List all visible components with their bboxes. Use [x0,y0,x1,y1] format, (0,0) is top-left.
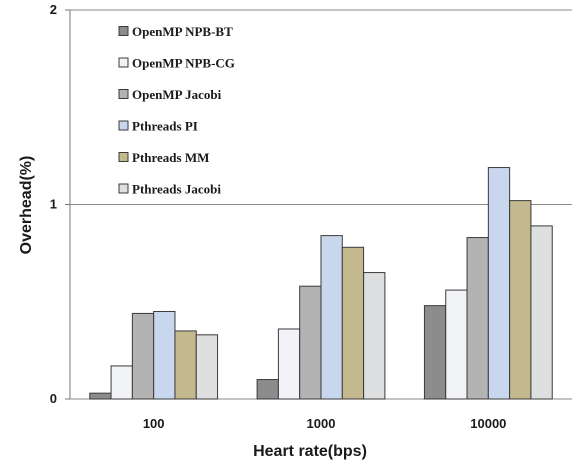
x-tick-label-10000: 10000 [470,416,506,431]
bar-openmp-npb-cg-100 [110,365,133,400]
bar-pthreads-mm-100 [174,330,197,400]
legend-label-pthreads-jacobi: Pthreads Jacobi [132,182,221,197]
legend-label-openmp-jacobi: OpenMP Jacobi [132,87,222,102]
legend-label-pthreads-pi: Pthreads PI [132,119,198,134]
bar-openmp-jacobi-1000 [299,285,322,400]
bar-openmp-npb-bt-100 [89,392,112,400]
bar-pthreads-pi-10000 [487,167,511,400]
bar-pthreads-jacobi-1000 [363,272,386,400]
legend-swatch-openmp-npb-bt [118,26,129,36]
x-axis-title: Heart rate(bps) [253,443,367,460]
bar-openmp-jacobi-10000 [466,237,489,400]
legend-label-openmp-npb-cg: OpenMP NPB-CG [132,56,235,71]
y-tick-label-0: 0 [50,391,57,406]
legend: OpenMP NPB-BT OpenMP NPB-CG OpenMP Jacobi P… [118,24,235,197]
y-tick-label-2: 2 [50,2,57,17]
bar-pthreads-pi-1000 [320,235,343,400]
y-axis-title: Overhead(%) [18,156,35,255]
y-tick-labels: 0 1 2 [50,2,70,406]
legend-label-openmp-npb-bt: OpenMP NPB-BT [132,24,233,39]
legend-swatch-pthreads-pi [118,120,129,131]
legend-swatch-openmp-npb-cg [118,57,129,68]
bar-pthreads-jacobi-100 [195,334,219,400]
legend-swatch-pthreads-jacobi [118,183,129,194]
bar-pthreads-mm-10000 [509,200,532,400]
bar-openmp-jacobi-100 [131,312,155,400]
legend-swatch-pthreads-mm [118,152,129,162]
bar-openmp-npb-bt-1000 [256,379,279,400]
y-tick-label-1: 1 [50,197,57,212]
x-tick-label-1000: 1000 [307,416,336,431]
bars-group [89,167,553,400]
x-tick-label-100: 100 [143,416,165,431]
bar-openmp-npb-bt-10000 [423,305,447,400]
legend-label-pthreads-mm: Pthreads MM [132,150,209,165]
bar-openmp-npb-cg-10000 [445,289,468,400]
bar-pthreads-mm-1000 [341,246,365,400]
bar-openmp-npb-cg-1000 [277,328,301,400]
bar-pthreads-jacobi-10000 [530,225,553,400]
legend-swatch-openmp-jacobi [118,89,129,99]
bar-pthreads-pi-100 [153,310,176,400]
x-tick-labels: 100 1000 10000 [143,416,507,431]
